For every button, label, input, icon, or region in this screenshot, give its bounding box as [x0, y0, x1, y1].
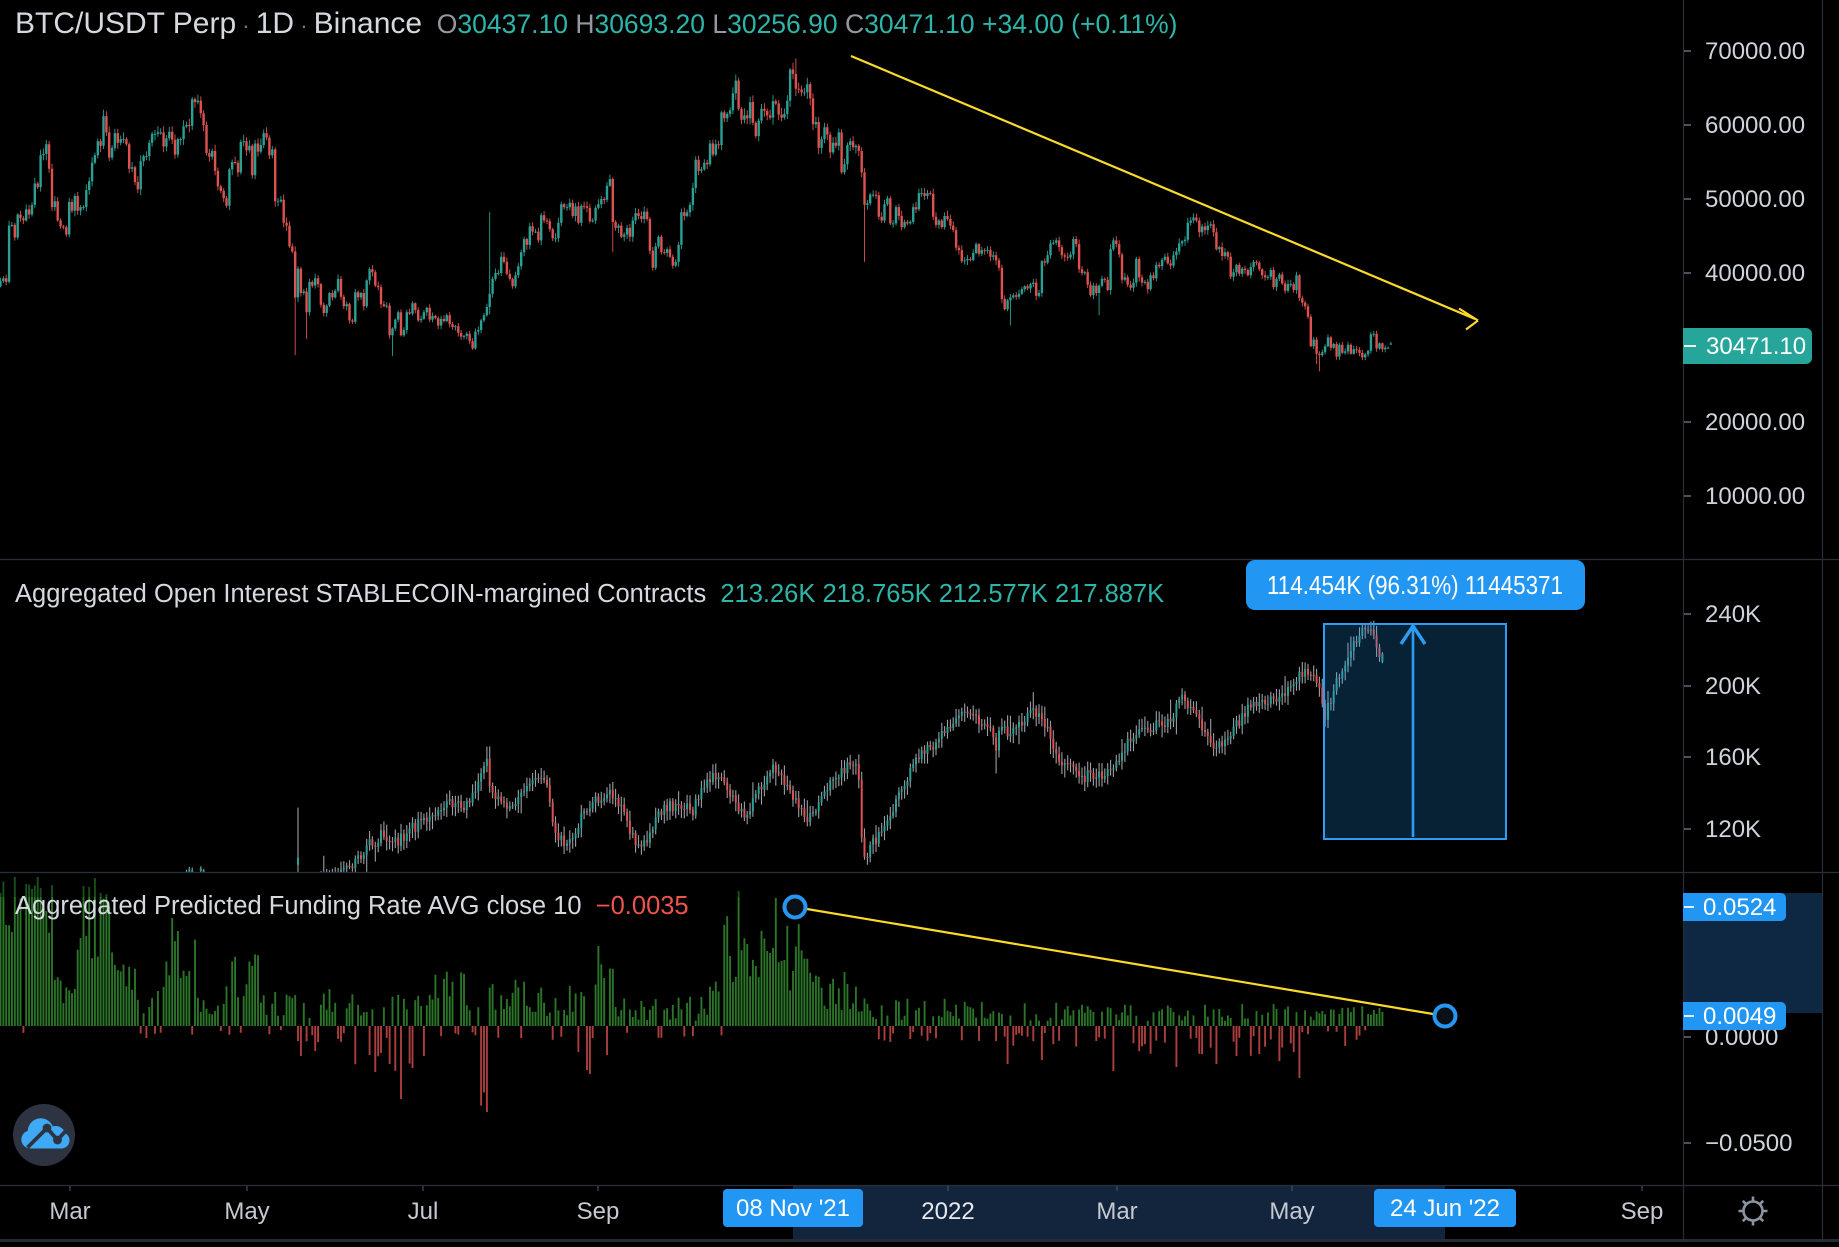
svg-text:May: May — [224, 1198, 269, 1225]
svg-text:200K: 200K — [1705, 673, 1761, 700]
svg-text:Sep: Sep — [1621, 1198, 1664, 1225]
svg-text:120K: 120K — [1705, 816, 1761, 843]
svg-text:24 Jun '22: 24 Jun '22 — [1390, 1195, 1500, 1222]
svg-text:30471.10: 30471.10 — [1706, 333, 1806, 360]
svg-text:160K: 160K — [1705, 744, 1761, 771]
svg-text:20000.00: 20000.00 — [1705, 409, 1805, 436]
svg-text:−0.0500: −0.0500 — [1705, 1130, 1792, 1157]
svg-text:Aggregated Predicted Funding R: Aggregated Predicted Funding Rate AVG cl… — [15, 892, 689, 920]
svg-text:60000.00: 60000.00 — [1705, 112, 1805, 139]
svg-text:Sep: Sep — [577, 1198, 620, 1225]
svg-text:0.0049: 0.0049 — [1703, 1003, 1776, 1030]
svg-text:2022: 2022 — [921, 1198, 974, 1225]
svg-text:Jul: Jul — [408, 1198, 439, 1225]
svg-text:08 Nov '21: 08 Nov '21 — [736, 1195, 850, 1222]
svg-text:240K: 240K — [1705, 601, 1761, 628]
svg-text:Aggregated Open Interest STABL: Aggregated Open Interest STABLECOIN-marg… — [15, 580, 1164, 608]
svg-text:40000.00: 40000.00 — [1705, 260, 1805, 287]
svg-text:Mar: Mar — [1096, 1198, 1137, 1225]
svg-text:BTC/USDT Perp · 1D · Binance: BTC/USDT Perp · 1D · Binance O30437.10 H… — [15, 7, 1177, 40]
svg-text:50000.00: 50000.00 — [1705, 186, 1805, 213]
svg-text:0.0524: 0.0524 — [1703, 894, 1776, 921]
svg-text:114.454K (96.31%) 11445371: 114.454K (96.31%) 11445371 — [1267, 570, 1563, 600]
svg-text:Mar: Mar — [49, 1198, 90, 1225]
svg-text:70000.00: 70000.00 — [1705, 38, 1805, 65]
svg-text:May: May — [1269, 1198, 1314, 1225]
svg-text:10000.00: 10000.00 — [1705, 483, 1805, 510]
